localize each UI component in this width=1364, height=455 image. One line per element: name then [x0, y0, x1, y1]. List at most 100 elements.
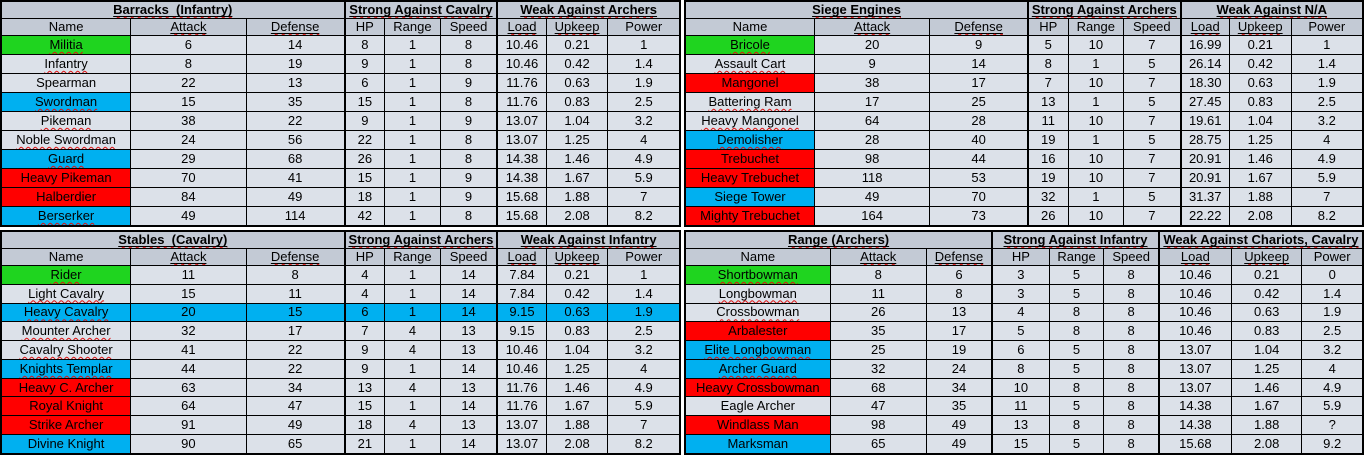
stat-cell-defense[interactable]: 47 [245, 396, 346, 417]
stat-cell-load[interactable]: 18.30 [1180, 72, 1230, 93]
stat-cell-attack[interactable]: 91 [130, 415, 247, 436]
stat-cell-defense[interactable]: 19 [925, 340, 994, 360]
stat-cell-load[interactable]: 11.76 [496, 377, 547, 398]
stat-cell-attack[interactable]: 70 [130, 167, 247, 188]
stat-cell-upkeep[interactable]: 2.08 [545, 434, 609, 455]
unit-name-cell[interactable]: Mangonel [684, 72, 815, 93]
unit-name-cell[interactable]: Royal Knight [0, 396, 132, 417]
stat-cell-attack[interactable]: 164 [813, 205, 931, 227]
stat-cell-hp[interactable]: 3 [991, 265, 1050, 285]
stat-cell-upkeep[interactable]: 1.88 [1230, 415, 1303, 436]
unit-name-cell[interactable]: Heavy Pikeman [0, 167, 132, 188]
column-header-hp[interactable]: HP [344, 248, 386, 266]
stat-cell-hp[interactable]: 6 [344, 72, 386, 93]
stat-cell-load[interactable]: 20.91 [1180, 167, 1230, 188]
stat-cell-range[interactable]: 4 [384, 340, 441, 360]
stat-cell-upkeep[interactable]: 1.04 [1230, 340, 1303, 360]
stat-cell-upkeep[interactable]: 2.08 [545, 205, 609, 227]
stat-cell-upkeep[interactable]: 0.42 [1230, 283, 1303, 304]
stat-cell-upkeep[interactable]: 1.46 [1230, 377, 1303, 398]
stat-cell-power[interactable]: 5.9 [1290, 167, 1364, 188]
stat-cell-power[interactable]: 1.4 [607, 53, 681, 74]
unit-name-cell[interactable]: Mighty Trebuchet [684, 205, 815, 227]
column-header-load[interactable]: Load [1180, 18, 1230, 36]
weak-against-header[interactable]: Weak Against Chariots, Cavalry [1158, 230, 1364, 249]
stat-cell-load[interactable]: 19.61 [1180, 110, 1230, 131]
stat-cell-defense[interactable]: 49 [925, 434, 994, 455]
unit-name-cell[interactable]: Rider [0, 265, 132, 285]
stat-cell-speed[interactable]: 9 [439, 110, 499, 131]
stat-cell-attack[interactable]: 15 [130, 91, 247, 112]
column-header-name[interactable]: Name [0, 18, 132, 36]
unit-name-cell[interactable]: Divine Knight [0, 434, 132, 455]
stat-cell-attack[interactable]: 32 [130, 321, 247, 342]
stat-cell-attack[interactable]: 47 [829, 396, 927, 417]
stat-cell-range[interactable]: 8 [1048, 377, 1105, 398]
column-header-range[interactable]: Range [384, 248, 441, 266]
stat-cell-upkeep[interactable]: 0.21 [1228, 35, 1292, 55]
stat-cell-hp[interactable]: 5 [991, 321, 1050, 342]
stat-cell-speed[interactable]: 8 [439, 35, 499, 55]
stat-cell-speed[interactable]: 8 [1103, 358, 1160, 379]
stat-cell-speed[interactable]: 5 [1123, 91, 1182, 112]
stat-cell-load[interactable]: 7.84 [496, 265, 547, 285]
column-header-attack[interactable]: Attack [813, 18, 931, 36]
stat-cell-speed[interactable]: 5 [1123, 129, 1182, 150]
stat-cell-load[interactable]: 10.46 [1158, 321, 1232, 342]
stat-cell-range[interactable]: 5 [1048, 434, 1105, 455]
stat-cell-attack[interactable]: 49 [813, 186, 931, 207]
stat-cell-defense[interactable]: 40 [929, 129, 1030, 150]
stat-cell-attack[interactable]: 98 [813, 148, 931, 169]
stat-cell-speed[interactable]: 5 [1123, 186, 1182, 207]
stat-cell-speed[interactable]: 7 [1123, 110, 1182, 131]
stat-cell-range[interactable]: 10 [1067, 35, 1125, 55]
stat-cell-attack[interactable]: 64 [130, 396, 247, 417]
stat-cell-load[interactable]: 10.46 [496, 35, 547, 55]
stat-cell-hp[interactable]: 10 [991, 377, 1050, 398]
stat-cell-range[interactable]: 1 [384, 265, 441, 285]
stat-cell-power[interactable]: 5.9 [607, 396, 681, 417]
stat-cell-upkeep[interactable]: 0.21 [1230, 265, 1303, 285]
column-header-power[interactable]: Power [1290, 18, 1364, 36]
stat-cell-hp[interactable]: 9 [344, 340, 386, 360]
stat-cell-attack[interactable]: 38 [813, 72, 931, 93]
stat-cell-upkeep[interactable]: 0.83 [1230, 321, 1303, 342]
stat-cell-range[interactable]: 1 [1067, 186, 1125, 207]
column-header-name[interactable]: Name [684, 248, 831, 266]
stat-cell-load[interactable]: 11.76 [496, 396, 547, 417]
stat-cell-hp[interactable]: 15 [344, 167, 386, 188]
stat-cell-defense[interactable]: 14 [245, 35, 346, 55]
stat-cell-speed[interactable]: 8 [439, 53, 499, 74]
stat-cell-load[interactable]: 31.37 [1180, 186, 1230, 207]
stat-cell-range[interactable]: 1 [384, 129, 441, 150]
stat-cell-hp[interactable]: 6 [991, 340, 1050, 360]
stat-cell-power[interactable]: 4.9 [607, 148, 681, 169]
stat-cell-range[interactable]: 1 [1067, 91, 1125, 112]
stat-cell-power[interactable]: 8.2 [607, 205, 681, 227]
column-header-speed[interactable]: Speed [1103, 248, 1160, 266]
stat-cell-defense[interactable]: 114 [245, 205, 346, 227]
stat-cell-hp[interactable]: 3 [991, 283, 1050, 304]
column-header-upkeep[interactable]: Upkeep [545, 248, 609, 266]
stat-cell-upkeep[interactable]: 0.63 [1228, 72, 1292, 93]
stat-cell-speed[interactable]: 8 [1103, 415, 1160, 436]
stat-cell-load[interactable]: 20.91 [1180, 148, 1230, 169]
stat-cell-power[interactable]: 2.5 [607, 321, 681, 342]
stat-cell-power[interactable]: 4 [1301, 358, 1364, 379]
stat-cell-hp[interactable]: 19 [1027, 167, 1069, 188]
stat-cell-range[interactable]: 1 [384, 205, 441, 227]
stat-cell-speed[interactable]: 13 [439, 340, 499, 360]
column-header-range[interactable]: Range [1067, 18, 1125, 36]
stat-cell-defense[interactable]: 35 [925, 396, 994, 417]
stat-cell-range[interactable]: 10 [1067, 167, 1125, 188]
unit-name-cell[interactable]: Swordman [0, 91, 132, 112]
stat-cell-upkeep[interactable]: 1.25 [545, 129, 609, 150]
stat-cell-range[interactable]: 1 [384, 148, 441, 169]
stat-cell-attack[interactable]: 38 [130, 110, 247, 131]
stat-cell-range[interactable]: 4 [384, 415, 441, 436]
stat-cell-defense[interactable]: 8 [925, 283, 994, 304]
unit-name-cell[interactable]: Eagle Archer [684, 396, 831, 417]
stat-cell-upkeep[interactable]: 1.46 [545, 148, 609, 169]
stat-cell-attack[interactable]: 44 [130, 358, 247, 379]
column-header-upkeep[interactable]: Upkeep [545, 18, 609, 36]
